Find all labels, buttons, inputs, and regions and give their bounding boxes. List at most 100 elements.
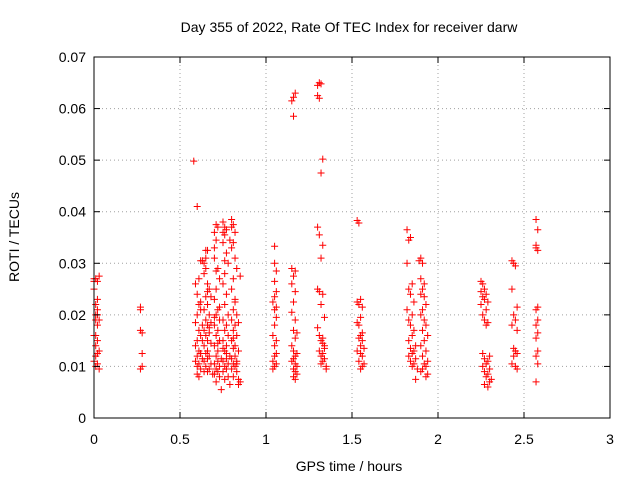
y-tick-label: 0.03 bbox=[59, 255, 86, 271]
data-point bbox=[214, 347, 222, 355]
data-point bbox=[228, 316, 236, 324]
data-point bbox=[288, 308, 296, 316]
data-point bbox=[226, 236, 234, 244]
data-point bbox=[228, 355, 236, 363]
data-point bbox=[420, 280, 428, 288]
data-point bbox=[210, 321, 218, 329]
data-point bbox=[212, 285, 220, 293]
data-point bbox=[511, 316, 519, 324]
data-point bbox=[355, 219, 363, 227]
data-point bbox=[424, 331, 432, 339]
grid-lines bbox=[94, 57, 610, 418]
data-point bbox=[513, 365, 521, 373]
data-point bbox=[272, 303, 280, 311]
data-point bbox=[358, 303, 366, 311]
data-point bbox=[271, 259, 279, 267]
data-point bbox=[269, 365, 277, 373]
data-point bbox=[405, 316, 413, 324]
data-point bbox=[229, 326, 237, 334]
data-point bbox=[408, 362, 416, 370]
data-point bbox=[219, 368, 227, 376]
data-point bbox=[219, 218, 227, 226]
data-point bbox=[410, 326, 418, 334]
data-point bbox=[202, 246, 210, 254]
data-point bbox=[290, 93, 298, 101]
data-point bbox=[228, 244, 236, 252]
data-point bbox=[412, 375, 420, 383]
data-point bbox=[419, 352, 427, 360]
data-point bbox=[219, 357, 227, 365]
data-point bbox=[272, 337, 280, 345]
data-point bbox=[226, 380, 234, 388]
data-point bbox=[422, 347, 430, 355]
data-point bbox=[221, 270, 229, 278]
data-point bbox=[532, 321, 540, 329]
data-point bbox=[234, 380, 242, 388]
data-point bbox=[221, 375, 229, 383]
data-point bbox=[317, 254, 325, 262]
data-point bbox=[317, 360, 325, 368]
data-points bbox=[90, 79, 542, 394]
data-point bbox=[510, 311, 518, 319]
data-point bbox=[224, 331, 232, 339]
data-point bbox=[484, 298, 492, 306]
data-point bbox=[95, 272, 103, 280]
data-point bbox=[419, 259, 427, 267]
data-point bbox=[484, 383, 492, 391]
x-tick-label: 3 bbox=[606, 431, 614, 447]
data-point bbox=[420, 293, 428, 301]
data-point bbox=[511, 262, 519, 270]
data-point bbox=[212, 378, 220, 386]
data-point bbox=[92, 331, 100, 339]
data-point bbox=[271, 293, 279, 301]
data-point bbox=[228, 215, 236, 223]
data-point bbox=[406, 234, 414, 241]
data-point bbox=[355, 321, 363, 329]
data-point bbox=[315, 231, 323, 239]
data-point bbox=[408, 280, 416, 288]
data-point bbox=[486, 365, 494, 373]
data-point bbox=[93, 306, 101, 314]
data-point bbox=[219, 239, 227, 247]
data-point bbox=[271, 321, 279, 329]
data-point bbox=[236, 272, 244, 280]
data-point bbox=[271, 242, 279, 250]
data-point bbox=[193, 203, 201, 211]
data-point bbox=[405, 352, 413, 360]
data-point bbox=[417, 342, 425, 350]
data-point bbox=[233, 264, 241, 272]
data-point bbox=[202, 331, 210, 339]
data-point bbox=[314, 324, 322, 332]
data-point bbox=[534, 316, 542, 324]
data-point bbox=[403, 226, 411, 234]
data-point bbox=[216, 373, 224, 381]
data-point bbox=[207, 293, 215, 301]
data-point bbox=[210, 360, 218, 368]
data-point bbox=[210, 254, 218, 262]
data-point bbox=[200, 306, 208, 314]
data-point bbox=[271, 277, 279, 285]
data-point bbox=[204, 368, 212, 376]
data-point bbox=[293, 329, 301, 337]
data-point bbox=[193, 290, 201, 298]
data-point bbox=[138, 329, 146, 337]
y-tick-label: 0.02 bbox=[59, 307, 86, 323]
data-point bbox=[200, 357, 208, 365]
data-point bbox=[419, 285, 427, 293]
data-point bbox=[291, 334, 299, 342]
data-point bbox=[532, 352, 540, 360]
data-point bbox=[93, 337, 101, 345]
data-point bbox=[320, 344, 328, 352]
data-point bbox=[234, 347, 242, 355]
data-point bbox=[191, 342, 199, 350]
data-point bbox=[195, 373, 203, 381]
data-point bbox=[317, 169, 325, 177]
data-point bbox=[212, 267, 220, 275]
data-point bbox=[319, 155, 327, 163]
data-point bbox=[222, 249, 230, 257]
data-point bbox=[234, 319, 242, 327]
data-point bbox=[534, 347, 542, 355]
x-tick-label: 0 bbox=[90, 431, 98, 447]
y-tick-label: 0 bbox=[78, 410, 86, 426]
y-tick-label: 0.07 bbox=[59, 49, 86, 65]
